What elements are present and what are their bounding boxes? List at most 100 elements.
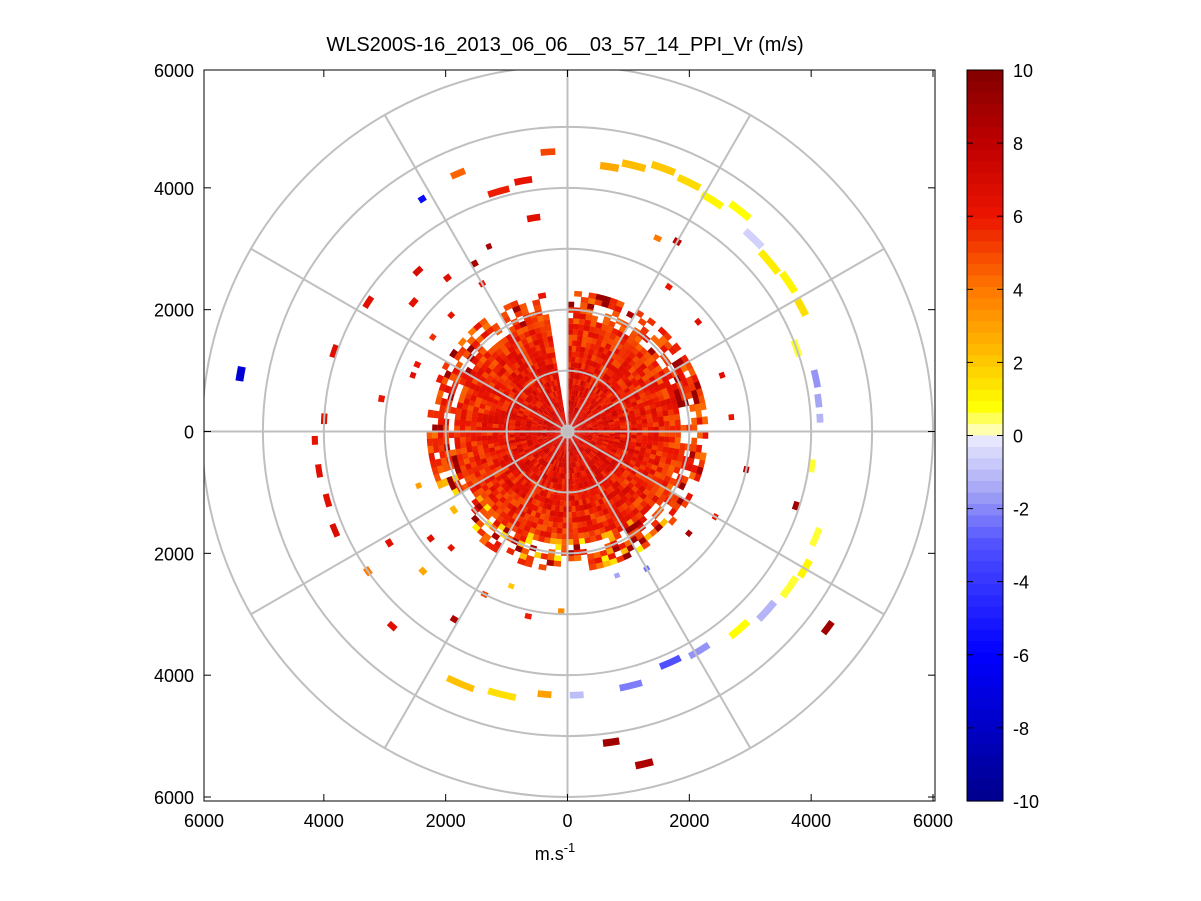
core-gate — [454, 419, 461, 427]
core-gate — [671, 401, 679, 410]
core-gate — [511, 387, 518, 395]
core-gate — [570, 411, 573, 418]
core-gate — [537, 457, 544, 463]
core-gate — [547, 335, 554, 343]
core-gate — [560, 406, 564, 413]
core-gate — [568, 405, 571, 412]
core-gate — [429, 459, 437, 469]
core-gate — [568, 440, 570, 447]
core-gate — [573, 389, 577, 396]
core-gate — [587, 446, 593, 452]
core-gate — [583, 319, 592, 327]
core-gate — [493, 471, 501, 479]
core-gate — [547, 425, 554, 428]
range-gate-segment — [664, 282, 673, 291]
core-gate — [503, 370, 511, 378]
core-gate — [531, 437, 538, 442]
core-gate — [604, 375, 612, 382]
core-gate — [570, 439, 574, 446]
core-gate — [582, 392, 587, 399]
core-gate — [497, 387, 505, 395]
core-gate — [567, 301, 575, 308]
core-gate — [639, 362, 648, 371]
core-gate — [498, 351, 507, 360]
core-gate — [609, 435, 615, 439]
core-gate — [549, 374, 554, 382]
core-gate — [545, 531, 552, 539]
core-gate — [560, 445, 564, 451]
core-gate — [527, 403, 534, 409]
y-tick-label: 0 — [184, 423, 194, 443]
core-gate — [521, 455, 528, 461]
core-gate — [532, 369, 539, 377]
core-gate — [513, 500, 521, 509]
core-gate — [582, 386, 587, 394]
core-gate — [487, 414, 495, 421]
core-gate — [529, 485, 536, 492]
core-gate — [639, 410, 647, 416]
core-gate — [570, 362, 575, 368]
core-gate — [576, 442, 582, 448]
core-gate — [589, 535, 598, 543]
core-gate — [568, 446, 570, 452]
core-gate — [493, 373, 501, 382]
core-gate — [597, 397, 603, 404]
core-gate — [590, 440, 597, 445]
core-gate — [518, 320, 527, 329]
core-gate — [547, 414, 553, 419]
core-gate — [481, 431, 488, 437]
core-gate — [603, 433, 610, 436]
core-gate — [586, 410, 592, 416]
core-gate — [690, 444, 697, 452]
core-gate — [691, 417, 698, 425]
core-gate — [471, 411, 479, 418]
core-gate — [496, 485, 504, 493]
core-gate — [460, 447, 468, 455]
core-gate — [597, 439, 603, 443]
core-gate — [593, 462, 600, 469]
core-gate — [574, 407, 578, 414]
core-gate — [604, 448, 612, 454]
core-gate — [519, 363, 527, 372]
core-gate — [545, 456, 551, 463]
x-tick-label: 6000 — [913, 811, 953, 831]
core-gate — [598, 328, 607, 336]
core-gate — [552, 362, 558, 369]
core-gate — [555, 422, 561, 427]
core-gate — [673, 388, 681, 397]
y-tick-label: 4000 — [154, 179, 194, 199]
core-gate — [437, 438, 444, 446]
core-gate — [559, 412, 563, 419]
core-gate — [580, 446, 585, 452]
colorbar-band — [967, 458, 1003, 471]
core-gate — [577, 417, 583, 422]
core-gate — [510, 484, 518, 492]
core-gate — [532, 299, 541, 307]
range-gate-segment — [694, 317, 703, 326]
core-gate — [666, 452, 674, 460]
core-gate — [540, 525, 548, 532]
core-gate — [615, 450, 623, 456]
range-gate-segment — [810, 369, 821, 388]
core-gate — [570, 462, 574, 468]
core-gate — [627, 481, 635, 490]
core-gate — [595, 395, 602, 402]
core-gate — [636, 377, 645, 385]
core-gate — [578, 397, 583, 404]
core-gate — [490, 478, 499, 486]
colorbar-band — [967, 321, 1003, 334]
core-gate — [553, 415, 559, 421]
core-gate — [597, 333, 605, 342]
core-gate — [436, 479, 445, 490]
core-gate — [576, 434, 582, 437]
grid-spoke — [250, 430, 568, 616]
core-gate — [556, 477, 561, 484]
core-gate — [691, 424, 698, 432]
core-gate — [607, 442, 614, 447]
core-gate — [638, 536, 648, 546]
core-gate — [543, 421, 550, 425]
core-gate — [572, 329, 579, 336]
core-gate — [435, 396, 443, 405]
colorbar-band — [967, 229, 1003, 242]
core-gate — [553, 494, 558, 501]
